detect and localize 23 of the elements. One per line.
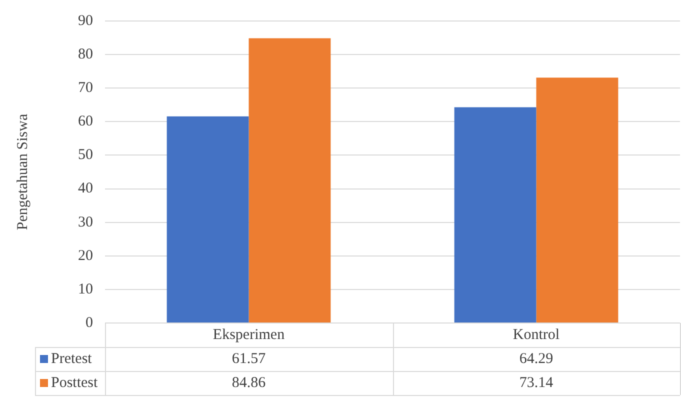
- legend-label: Pretest: [51, 350, 93, 367]
- bar: [166, 116, 249, 322]
- x-tick-label: Kontrol: [512, 326, 560, 343]
- legend-label: Posttest: [51, 374, 99, 391]
- y-tick-label: 50: [78, 147, 93, 164]
- y-tick-label: 30: [78, 214, 93, 230]
- x-tick-label: Eksperimen: [212, 326, 286, 343]
- bar: [248, 38, 331, 322]
- y-tick-label: 20: [78, 248, 93, 264]
- y-tick-label: 10: [78, 281, 93, 298]
- y-tick-label: 40: [78, 180, 93, 197]
- data-label: 61.57: [232, 350, 266, 367]
- y-tick-label: 70: [78, 80, 93, 96]
- bar: [536, 78, 618, 322]
- y-tick-label: 80: [78, 46, 93, 62]
- data-label: 84.86: [232, 374, 266, 391]
- y-tick-label: 60: [78, 114, 93, 130]
- y-tick-label: 90: [78, 12, 93, 29]
- y-tick-label: 0: [86, 314, 93, 331]
- data-label: 73.14: [519, 374, 554, 391]
- bar: [454, 107, 536, 322]
- y-axis-title: Pengetahuan Siswa: [14, 114, 31, 230]
- data-label: 64.29: [519, 350, 554, 367]
